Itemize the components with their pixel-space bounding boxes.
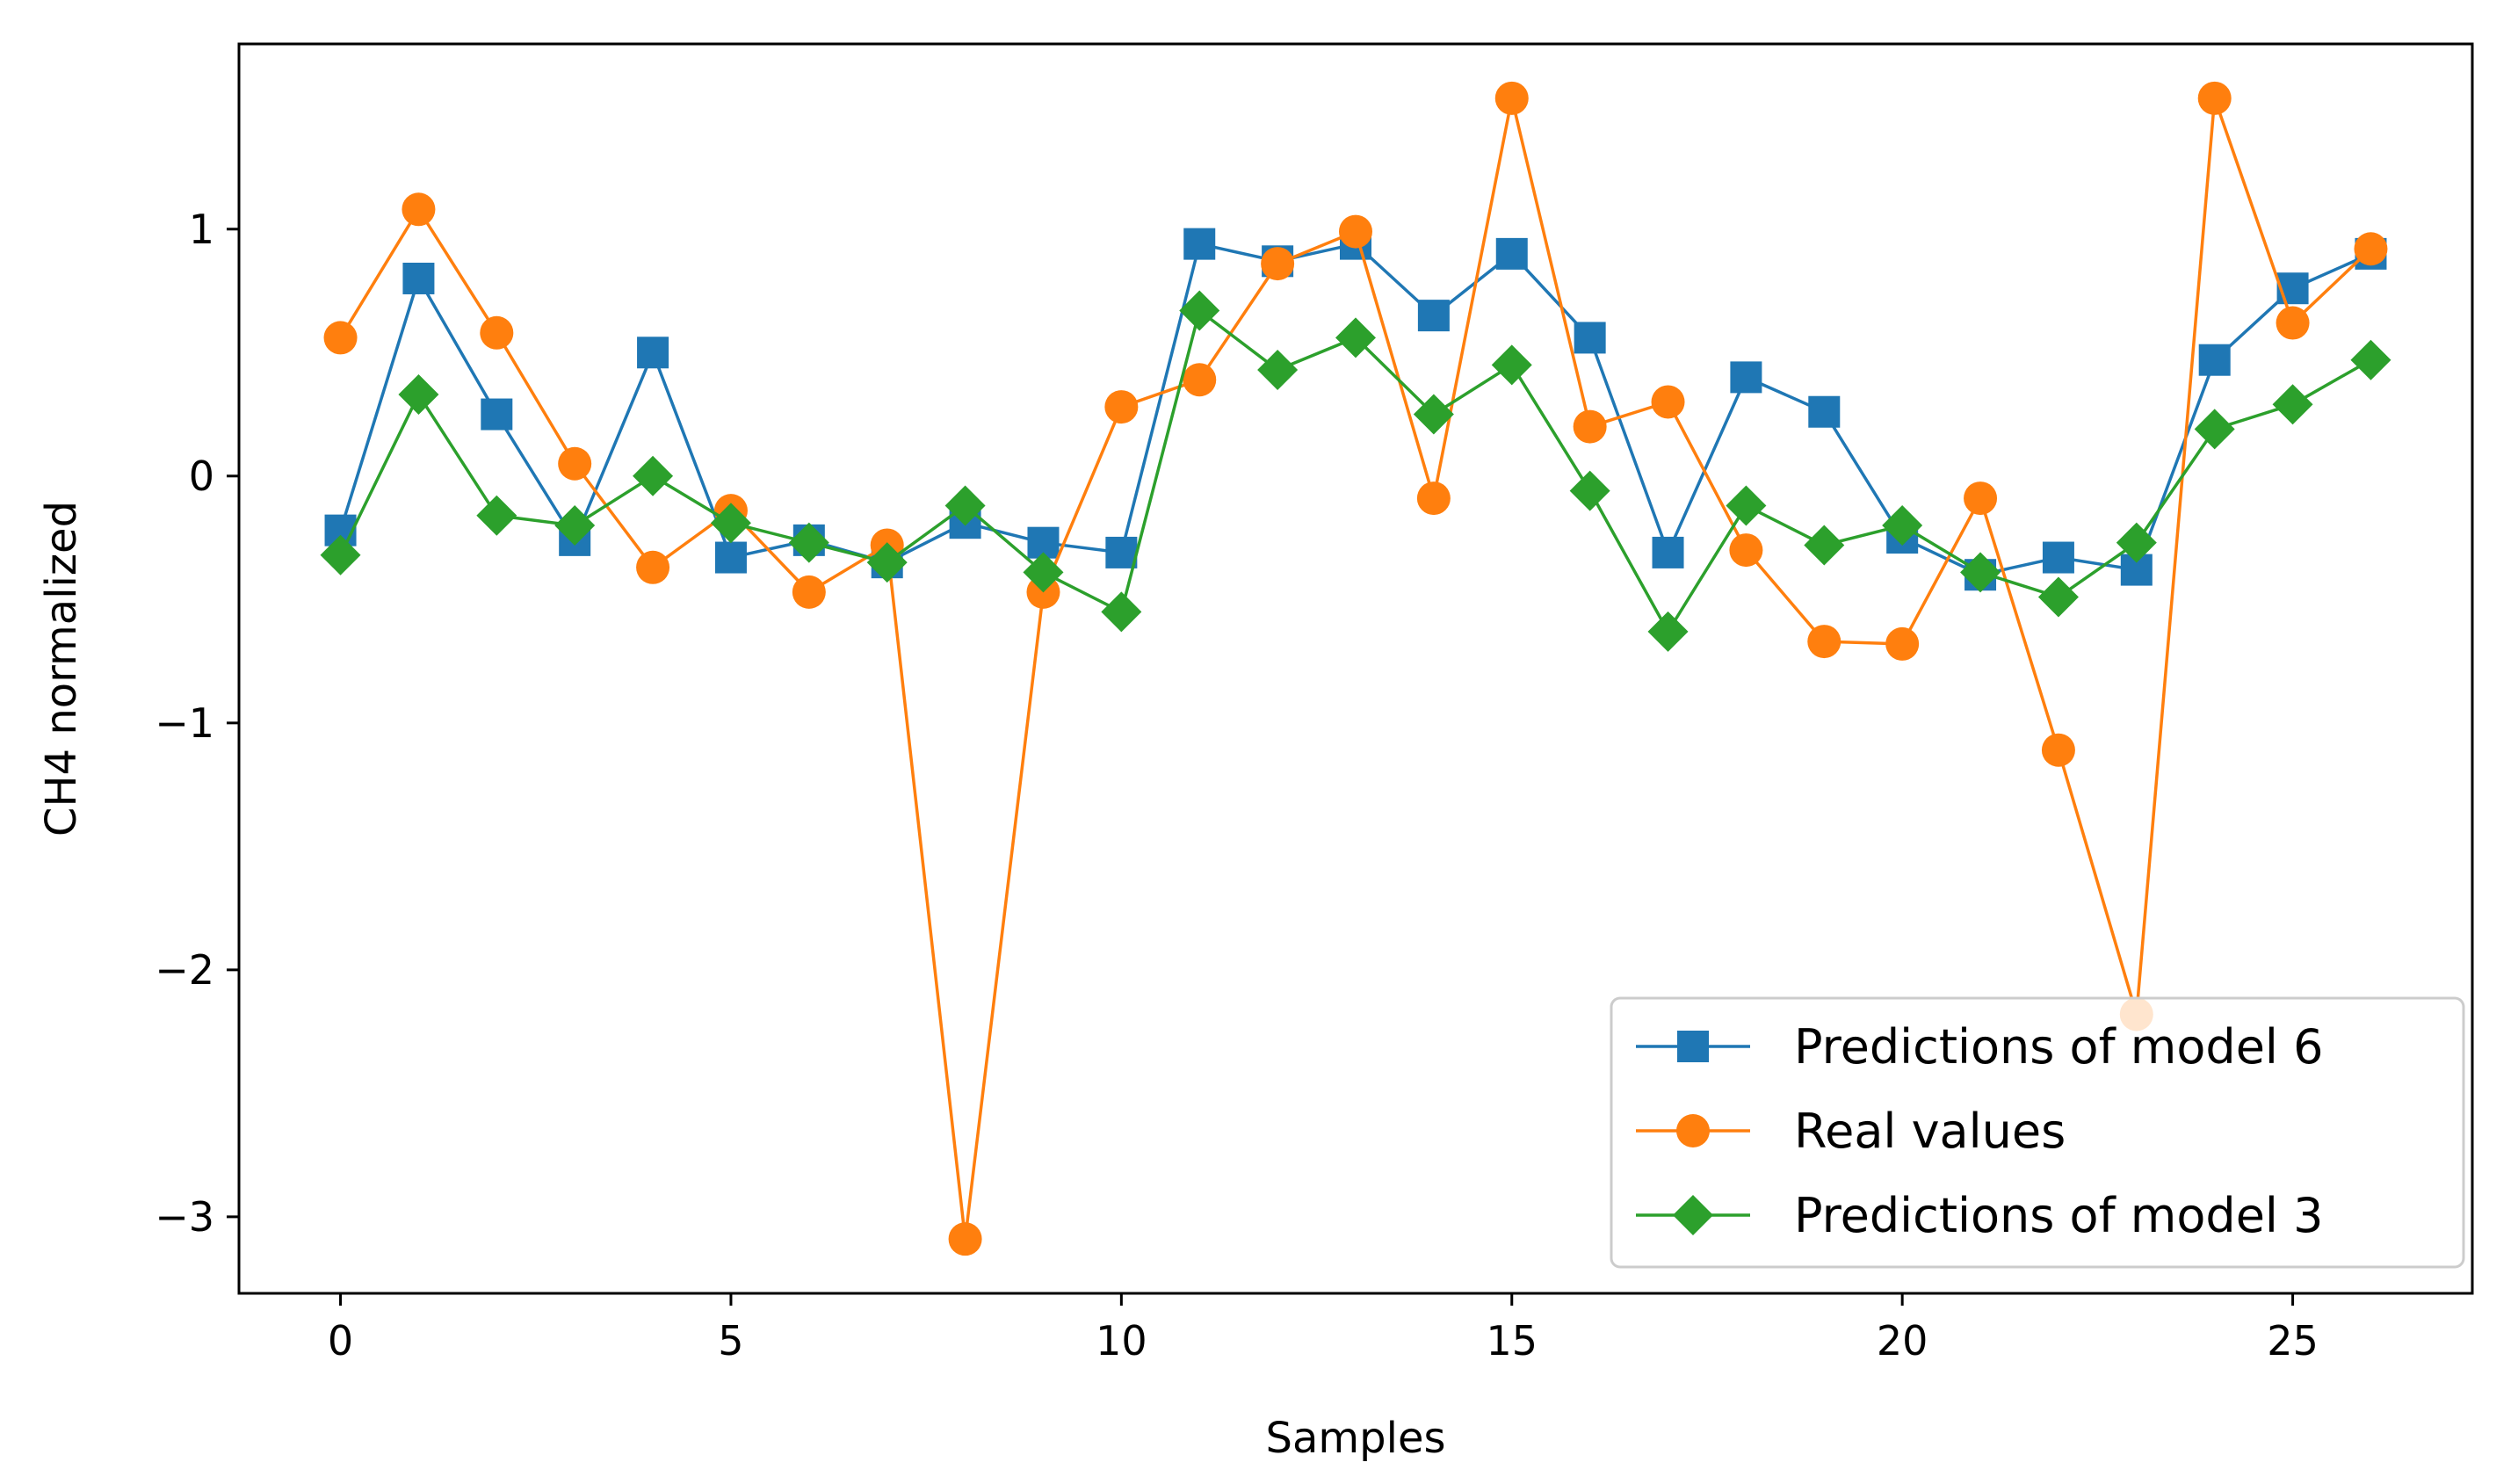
data-point [792, 575, 826, 609]
data-point [637, 337, 669, 369]
legend-entry: Predictions of model 6 [1636, 1019, 2323, 1075]
data-point [636, 550, 670, 584]
y-axis-ticks: 1 0 −1 −2 −3 [155, 206, 239, 1241]
series-3 [320, 290, 2391, 652]
data-point [558, 446, 592, 481]
data-point [2041, 733, 2075, 767]
data-point [633, 455, 674, 496]
data-point [1257, 349, 1299, 390]
data-point [398, 374, 439, 416]
legend-label: Predictions of model 6 [1794, 1019, 2323, 1075]
data-point [1730, 361, 1762, 394]
data-point [1335, 317, 1376, 358]
data-point [476, 495, 517, 536]
x-tick-label: 25 [2267, 1317, 2319, 1365]
data-point [323, 321, 358, 355]
data-point [2197, 81, 2232, 115]
data-point [866, 542, 908, 583]
x-tick-label: 10 [1096, 1317, 1147, 1365]
data-point [2037, 576, 2079, 618]
data-point [710, 503, 751, 544]
data-point [1105, 536, 1138, 568]
legend-marker [1676, 1114, 1710, 1147]
data-point [1339, 214, 1372, 249]
legend-label: Predictions of model 3 [1794, 1188, 2323, 1243]
data-point [1491, 344, 1532, 386]
legend-marker [1673, 1195, 1713, 1235]
y-tick-label: −3 [155, 1193, 214, 1241]
data-point [1574, 322, 1606, 354]
data-point [1413, 394, 1454, 435]
data-point [944, 485, 986, 526]
data-point [481, 398, 513, 431]
data-point [788, 522, 829, 563]
y-tick-label: 1 [189, 206, 214, 253]
data-point [1101, 591, 1142, 633]
data-point [1647, 611, 1689, 652]
data-point [2194, 409, 2235, 450]
y-tick-label: −2 [155, 946, 214, 994]
data-point [1179, 290, 1220, 331]
y-axis-label: CH4 normalized [37, 501, 86, 836]
data-point [1885, 626, 1920, 661]
data-point [1183, 363, 1217, 397]
data-point [1726, 485, 1767, 526]
x-tick-label: 5 [718, 1317, 743, 1365]
x-tick-label: 0 [328, 1317, 353, 1365]
data-point [1494, 81, 1529, 115]
data-point [1964, 481, 1998, 516]
data-point [1417, 300, 1450, 332]
data-point [402, 262, 435, 294]
data-point [480, 315, 514, 350]
legend-entry: Predictions of model 3 [1636, 1188, 2323, 1243]
data-point [1729, 533, 1763, 568]
data-point [402, 192, 436, 227]
data-point [1183, 228, 1216, 260]
legend-marker [1677, 1031, 1709, 1062]
data-point [2272, 384, 2313, 425]
data-point [1882, 505, 1923, 547]
y-tick-label: 0 [189, 452, 214, 500]
legend-entry: Real values [1636, 1104, 2066, 1159]
legend: Predictions of model 6 Real values Predict… [1610, 996, 2465, 1269]
data-point [2354, 232, 2388, 266]
x-axis-label: Samples [1266, 1414, 1446, 1463]
data-point [1960, 552, 2001, 593]
x-tick-label: 15 [1486, 1317, 1538, 1365]
data-point [1808, 395, 1841, 428]
data-point [1651, 385, 1685, 419]
x-axis-ticks: 0 5 10 15 20 25 [328, 1293, 2319, 1365]
data-point [2042, 541, 2074, 574]
data-point [1569, 470, 1610, 511]
data-point [554, 505, 596, 547]
legend-box [1610, 996, 2465, 1269]
data-point [2276, 306, 2310, 340]
plot-frame [237, 42, 2474, 1295]
y-tick-label: −1 [155, 699, 214, 747]
data-point [1023, 552, 1064, 593]
data-point [1804, 525, 1845, 566]
data-point [2350, 339, 2391, 380]
x-tick-label: 20 [1877, 1317, 1928, 1365]
data-point [1104, 390, 1139, 424]
data-point [948, 1222, 982, 1256]
series-layer [320, 81, 2391, 1256]
data-point [1416, 481, 1451, 516]
data-point [1573, 409, 1607, 444]
legend-label: Real values [1794, 1104, 2066, 1159]
data-point [320, 534, 361, 576]
data-point [1807, 625, 1841, 659]
data-point [2198, 344, 2231, 376]
data-point [1652, 536, 1684, 568]
data-point [714, 541, 747, 574]
data-point [1261, 247, 1295, 281]
data-point [1495, 237, 1528, 270]
data-point [2116, 522, 2157, 563]
